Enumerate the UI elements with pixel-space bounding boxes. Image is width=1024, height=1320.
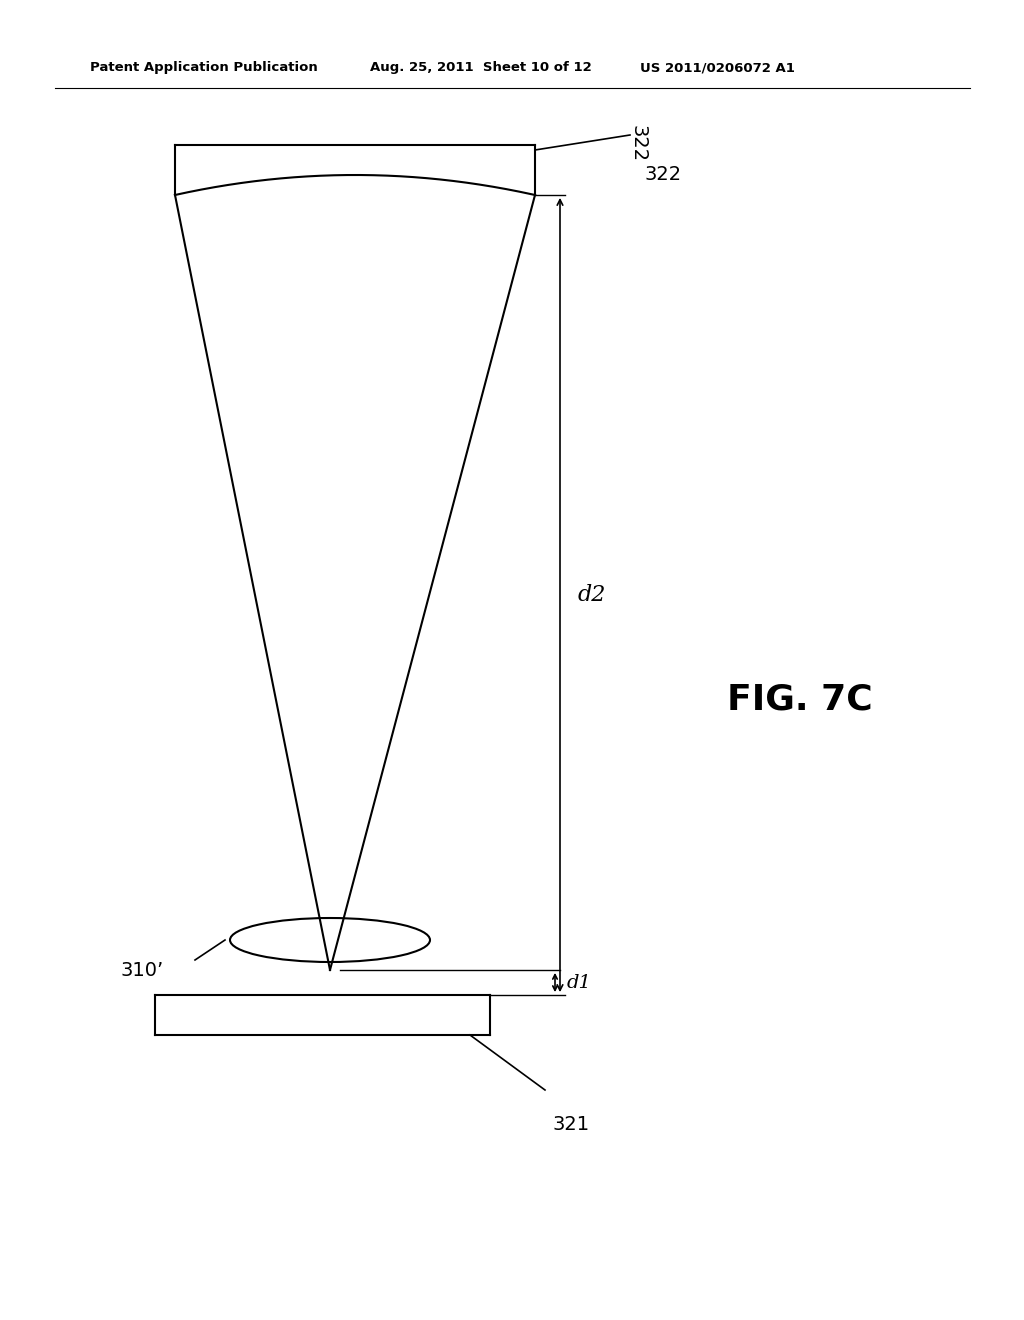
Text: Patent Application Publication: Patent Application Publication — [90, 62, 317, 74]
Text: 322: 322 — [629, 125, 647, 162]
Text: 321: 321 — [553, 1115, 590, 1134]
Text: US 2011/0206072 A1: US 2011/0206072 A1 — [640, 62, 795, 74]
Text: 322: 322 — [645, 165, 682, 183]
Text: Aug. 25, 2011  Sheet 10 of 12: Aug. 25, 2011 Sheet 10 of 12 — [370, 62, 592, 74]
Text: FIG. 7C: FIG. 7C — [727, 682, 872, 717]
Text: 310’: 310’ — [120, 961, 163, 979]
Text: d1: d1 — [567, 974, 592, 991]
Text: d2: d2 — [578, 583, 606, 606]
